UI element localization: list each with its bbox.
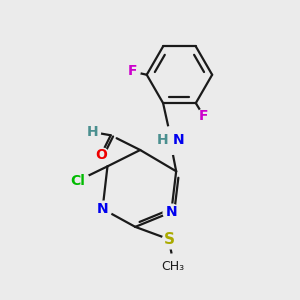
Text: H: H (156, 133, 168, 147)
Text: S: S (164, 232, 175, 247)
Text: F: F (127, 64, 137, 79)
Text: N: N (173, 133, 184, 147)
Text: N: N (97, 202, 108, 216)
Text: H: H (87, 125, 99, 139)
Text: CH₃: CH₃ (161, 260, 184, 273)
Text: Cl: Cl (70, 174, 86, 188)
Text: N: N (166, 205, 177, 219)
Text: F: F (199, 109, 209, 123)
Text: O: O (95, 148, 107, 162)
